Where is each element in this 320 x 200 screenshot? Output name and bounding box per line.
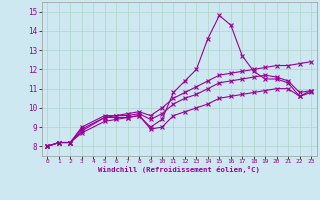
X-axis label: Windchill (Refroidissement éolien,°C): Windchill (Refroidissement éolien,°C): [98, 166, 260, 173]
